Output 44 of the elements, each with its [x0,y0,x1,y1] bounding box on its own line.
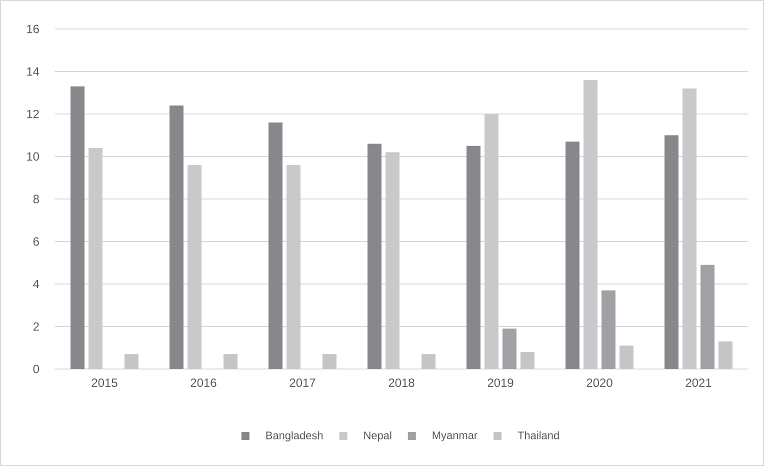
bar [224,354,238,369]
x-tick-label: 2020 [586,378,612,387]
bar [466,146,481,369]
bar [286,164,301,369]
bar [566,142,580,369]
y-tick-label: 0 [33,364,40,374]
bar [368,144,382,369]
bar [502,328,517,369]
legend-label: Bangladesh [266,431,323,442]
y-tick-label: 10 [27,152,40,161]
bar [620,346,634,369]
x-tick-label: 2021 [686,378,712,387]
legend-label: Nepal [364,431,392,442]
y-tick-label: 14 [27,67,40,76]
bar [422,354,436,369]
y-tick-label: 12 [27,110,39,118]
x-tick-label: 2018 [388,378,414,387]
x-tick-label: 2016 [190,378,216,387]
bar [386,152,400,369]
y-tick-label: 8 [33,194,39,204]
x-tick-label: 2017 [290,378,316,387]
bar [664,135,678,369]
y-tick-label: 2 [33,322,39,331]
bar [602,290,616,369]
bar [268,122,283,369]
legend-label: Thailand [518,431,559,440]
bar [718,341,732,369]
bar [170,105,184,369]
y-tick-label: 6 [33,237,39,246]
bar [322,354,337,369]
bar [188,164,202,369]
bar [682,88,696,369]
bar [70,86,85,369]
x-tick-label: 2019 [488,378,514,387]
bar [124,354,139,369]
bar [700,264,714,369]
legend-label: Myanmar [432,431,478,442]
bar [484,114,499,369]
x-tick-label: 2015 [92,378,118,387]
y-tick-label: 16 [27,24,39,34]
bar [584,80,598,369]
bar [520,352,535,369]
bar [88,148,103,369]
y-tick-label: 4 [33,280,40,288]
